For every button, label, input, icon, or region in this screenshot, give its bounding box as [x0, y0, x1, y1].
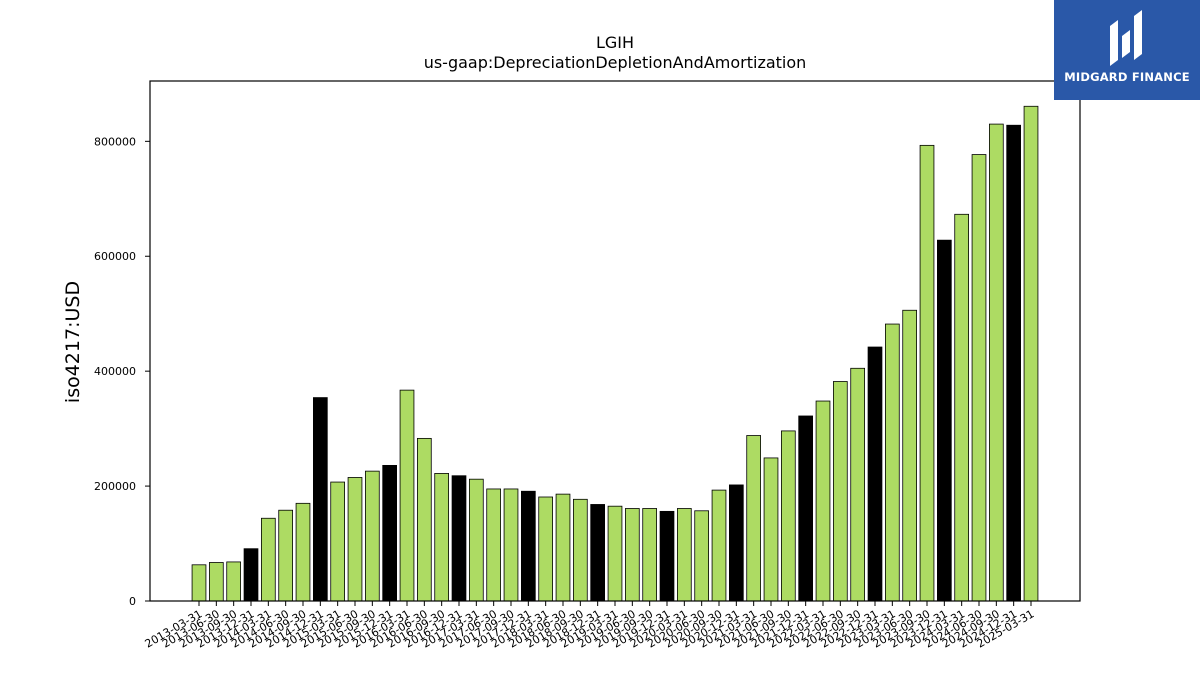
- bar: [607, 505, 623, 602]
- bar: [521, 490, 536, 602]
- chart-subtitle: us-gaap:DepreciationDepletionAndAmortiza…: [424, 53, 807, 72]
- bar: [746, 435, 761, 602]
- bar: [486, 488, 502, 602]
- bar: [1006, 124, 1021, 602]
- bar: [902, 309, 917, 602]
- bar: [937, 239, 952, 602]
- bar: [711, 489, 727, 602]
- bar: [555, 493, 571, 602]
- bar: [538, 496, 553, 602]
- bar: [364, 470, 380, 602]
- bar: [416, 437, 432, 602]
- bar: [833, 381, 848, 602]
- bar: [677, 508, 692, 602]
- bar: [659, 510, 675, 602]
- bar: [330, 481, 346, 602]
- bar: [434, 473, 450, 602]
- bar: [1023, 105, 1039, 602]
- bar: [191, 564, 207, 602]
- bar: [798, 415, 813, 602]
- midgard-logo-icon: [1110, 10, 1142, 66]
- bars-layer: [191, 105, 1039, 602]
- bar: [781, 430, 796, 602]
- bar: [260, 517, 276, 602]
- bar: [954, 213, 969, 602]
- bar: [867, 346, 883, 602]
- bar: [208, 562, 224, 602]
- bar: [278, 509, 294, 602]
- bar: [468, 478, 484, 602]
- plot-frame: [149, 80, 1081, 602]
- bar: [971, 154, 987, 602]
- bar: [625, 508, 640, 602]
- bar: [729, 484, 744, 602]
- bar: [573, 498, 588, 602]
- y-tick-label: 0: [129, 595, 136, 608]
- bar: [503, 488, 519, 602]
- chart-title: LGIH: [596, 33, 634, 52]
- bar: [815, 400, 831, 602]
- bar: [451, 475, 467, 602]
- bar: [989, 123, 1004, 602]
- y-tick-label: 400000: [94, 365, 136, 378]
- y-axis-label: iso4217:USD: [62, 281, 84, 403]
- y-tick-label: 800000: [94, 135, 136, 148]
- bar: [347, 477, 363, 602]
- bar: [885, 323, 900, 602]
- bar: [312, 397, 328, 602]
- bar: [850, 367, 865, 602]
- x-axis-ticks: 2013-03-312013-06-302013-09-302013-12-31…: [143, 601, 1037, 651]
- bar: [590, 504, 605, 602]
- bar: [642, 508, 657, 602]
- bar: [382, 464, 398, 602]
- bar: [226, 561, 241, 602]
- brand-logo: MIDGARD FINANCE: [1054, 0, 1200, 100]
- y-axis-ticks: 0 200000 400000 600000 800000: [94, 135, 150, 608]
- bar: [399, 389, 415, 602]
- bar: [919, 144, 935, 602]
- bar: [694, 510, 709, 602]
- bar: [243, 548, 259, 602]
- y-tick-label: 600000: [94, 250, 136, 263]
- y-tick-label: 200000: [94, 480, 136, 493]
- bar: [763, 457, 779, 602]
- bar: [295, 502, 311, 602]
- brand-logo-text: MIDGARD FINANCE: [1064, 70, 1190, 84]
